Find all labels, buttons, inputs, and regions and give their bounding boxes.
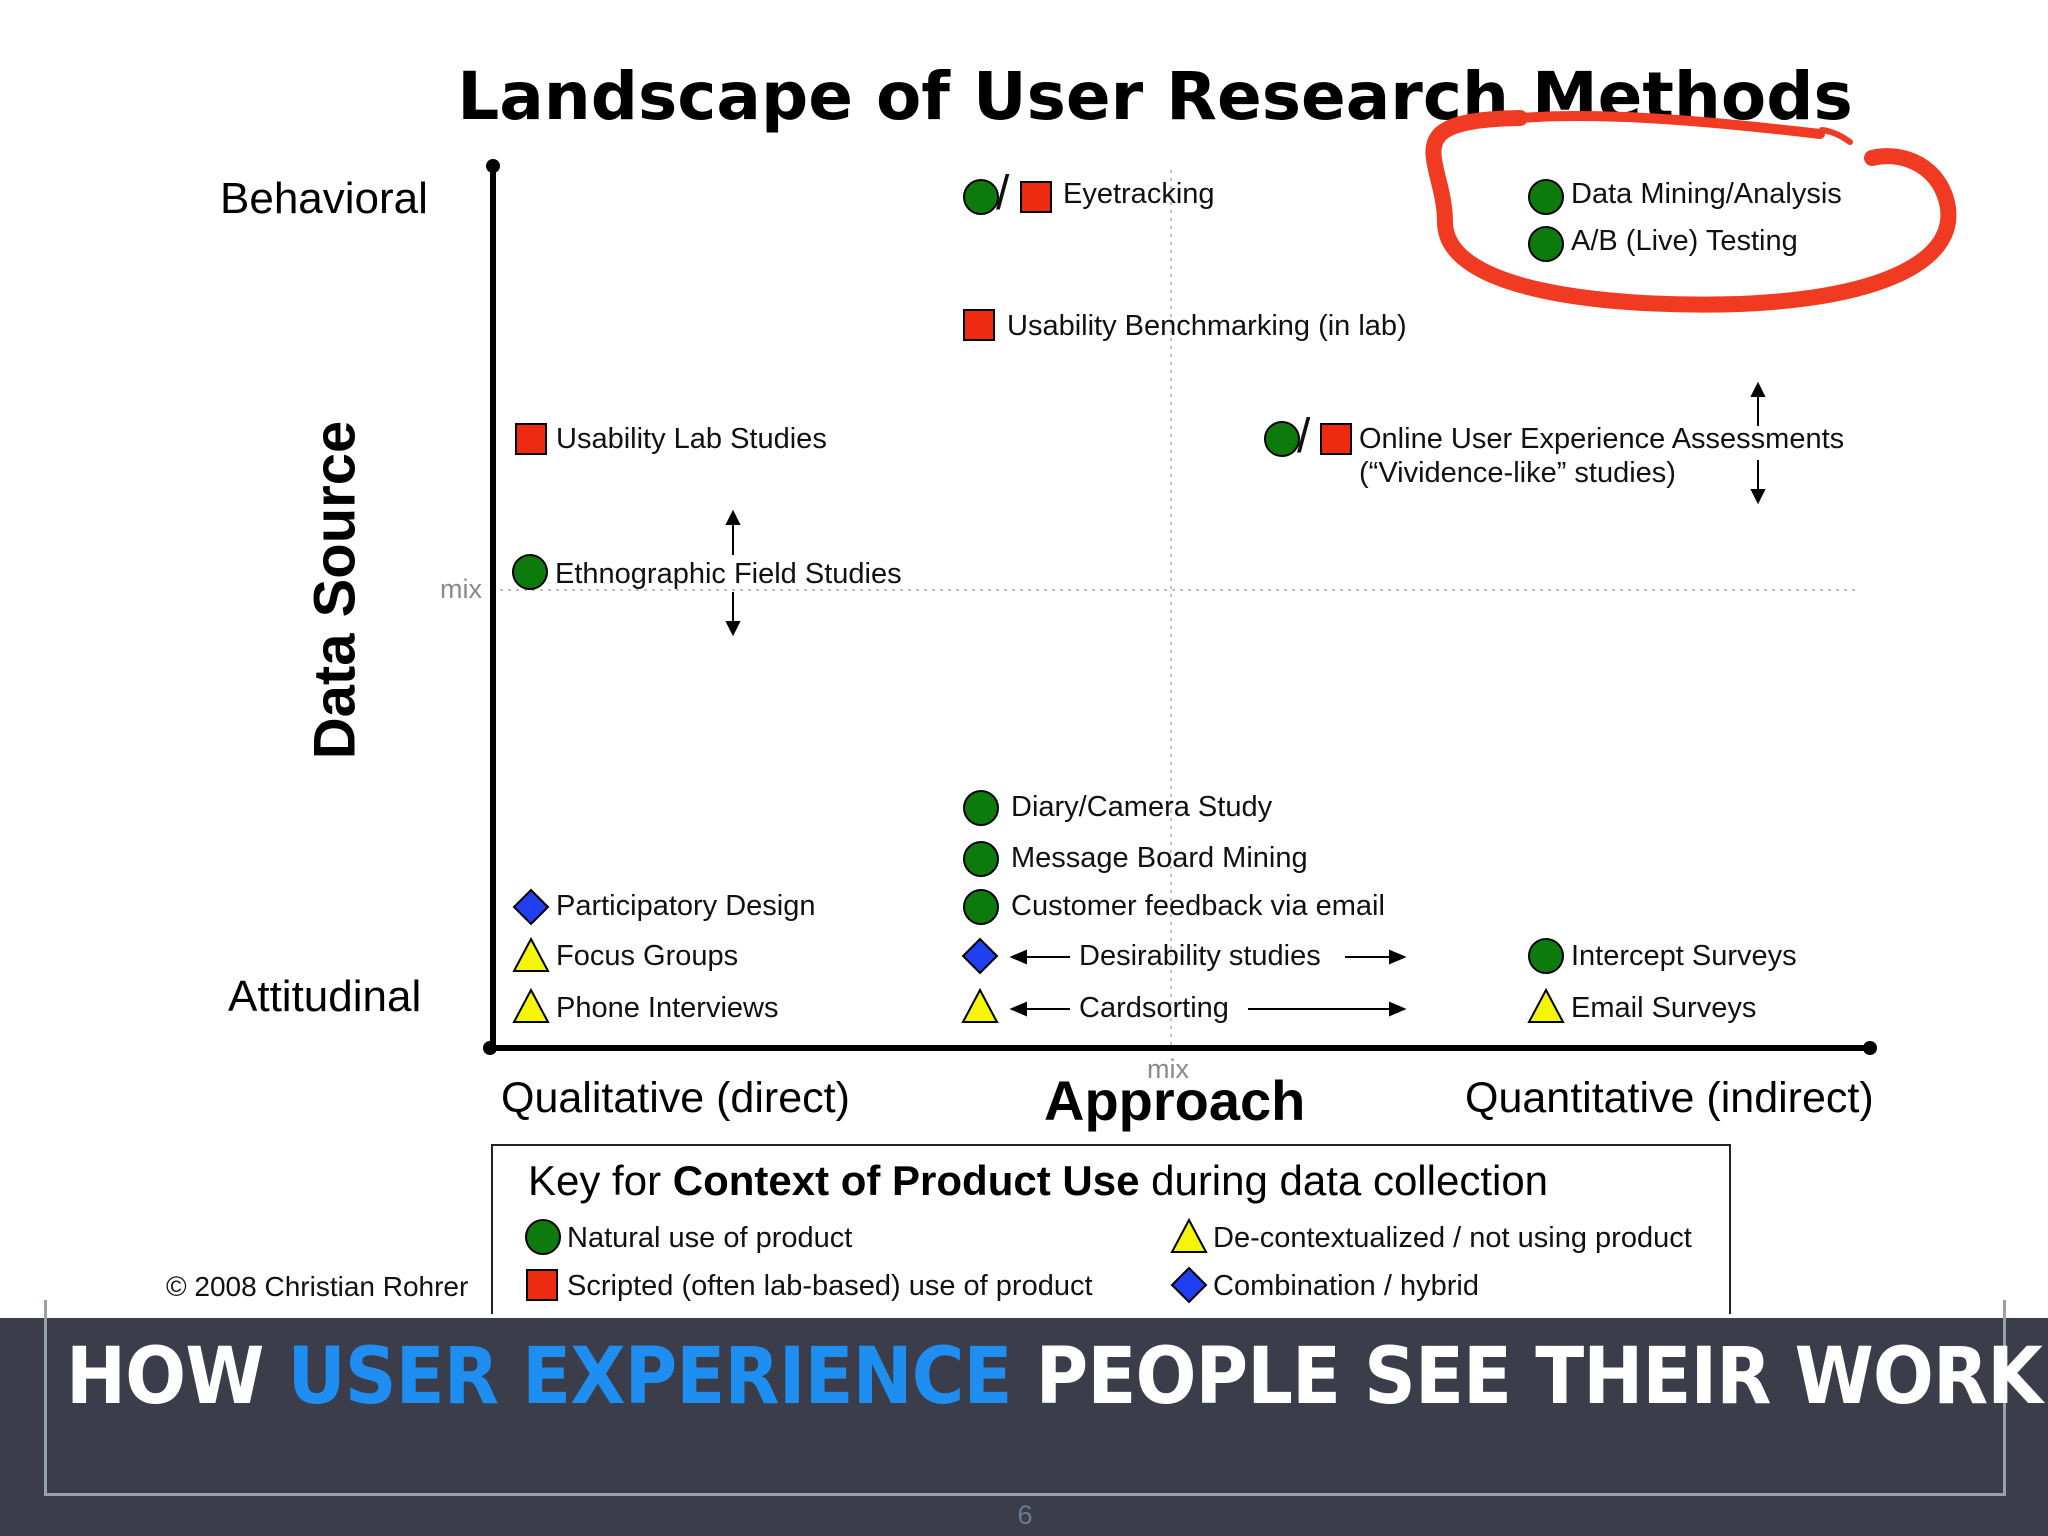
natural-use-icon: [1528, 226, 1564, 262]
method-customer-feedback: Customer feedback via email: [1011, 890, 1385, 922]
method-email-surveys: Email Surveys: [1571, 992, 1757, 1024]
legend-decontextualized-icon: [1170, 1218, 1208, 1253]
legend-scripted-label: Scripted (often lab-based) use of produc…: [567, 1270, 1093, 1302]
y-axis-end-dot: [486, 159, 500, 173]
decontextualized-icon: [961, 988, 999, 1023]
x-axis-end-dot: [1863, 1041, 1877, 1055]
method-desirability: Desirability studies: [1079, 940, 1321, 972]
y-axis-top-label: Behavioral: [220, 174, 428, 223]
method-data-mining: Data Mining/Analysis: [1571, 178, 1842, 210]
ethnographic-range-arrow: [725, 509, 741, 637]
online-ux-range-arrow: [1750, 381, 1766, 505]
method-intercept-surveys: Intercept Surveys: [1571, 940, 1797, 972]
method-diary: Diary/Camera Study: [1011, 791, 1273, 823]
method-phone-interviews: Phone Interviews: [556, 992, 779, 1024]
legend-combination-icon: [1170, 1266, 1208, 1304]
method-ethnographic: Ethnographic Field Studies: [555, 558, 902, 590]
combination-icon: [512, 888, 550, 926]
highlight-circle: [1425, 110, 1957, 313]
natural-use-icon: [963, 841, 999, 877]
method-online-ux: Online User Experience Assessments: [1359, 423, 1845, 455]
caption-banner: [0, 1318, 2048, 1536]
origin-dot: [483, 1041, 497, 1055]
legend-natural-label: Natural use of product: [567, 1222, 853, 1254]
x-axis-left-label: Qualitative (direct): [501, 1074, 850, 1122]
natural-use-icon: [512, 554, 548, 590]
natural-use-icon: [963, 790, 999, 826]
natural-use-icon: [1528, 938, 1564, 974]
scripted-use-icon: [1320, 423, 1352, 455]
legend-key-box: [491, 1144, 1731, 1314]
natural-use-icon: [963, 179, 999, 215]
method-focus-groups: Focus Groups: [556, 940, 739, 972]
y-axis-mix-label: mix: [440, 574, 482, 604]
combination-slash: /: [1297, 410, 1311, 463]
page-number: 6: [1017, 1500, 1033, 1530]
scripted-use-icon: [515, 423, 547, 455]
banner-frame: [44, 1300, 2006, 1496]
method-message-board: Message Board Mining: [1011, 842, 1308, 874]
legend-decontextualized-label: De-contextualized / not using product: [1213, 1222, 1692, 1254]
y-axis-bottom-label: Attitudinal: [228, 972, 422, 1021]
legend-combination-label: Combination / hybrid: [1213, 1270, 1479, 1302]
combination-slash: /: [996, 167, 1010, 220]
method-cardsorting: Cardsorting: [1079, 992, 1229, 1024]
x-axis-title: Approach: [1044, 1069, 1306, 1132]
natural-use-icon: [1528, 179, 1564, 215]
method-ab-testing: A/B (Live) Testing: [1571, 225, 1798, 257]
cardsorting-range-arrow: [1009, 1001, 1407, 1017]
decontextualized-icon: [1527, 988, 1565, 1023]
legend-natural-icon: [525, 1219, 561, 1255]
natural-use-icon: [963, 889, 999, 925]
method-participatory: Participatory Design: [556, 890, 816, 922]
legend-scripted-icon: [526, 1269, 558, 1301]
y-axis-title: Data Source: [302, 420, 368, 760]
banner-caption: HOW USER EXPERIENCE PEOPLE SEE THEIR WOR…: [66, 1332, 2043, 1422]
decontextualized-icon: [512, 988, 550, 1023]
legend-title: Key for Context of Product Use during da…: [528, 1157, 1549, 1204]
scripted-use-icon: [963, 309, 995, 341]
method-eyetracking: Eyetracking: [1063, 178, 1215, 210]
scripted-use-icon: [1020, 181, 1052, 213]
copyright-text: © 2008 Christian Rohrer: [166, 1271, 469, 1302]
method-lab-studies: Usability Lab Studies: [556, 423, 827, 455]
method-benchmarking: Usability Benchmarking (in lab): [1007, 310, 1407, 342]
x-axis-right-label: Quantitative (indirect): [1465, 1074, 1874, 1122]
method-online-ux-subtitle: (“Vividence-like” studies): [1359, 457, 1676, 489]
slide-title: Landscape of User Research Methods: [457, 58, 1853, 135]
x-axis-mix-label: mix: [1147, 1054, 1189, 1084]
desirability-range-arrow: [1009, 949, 1407, 965]
combination-icon: [961, 937, 999, 975]
decontextualized-icon: [512, 937, 550, 972]
natural-use-icon: [1264, 421, 1300, 457]
